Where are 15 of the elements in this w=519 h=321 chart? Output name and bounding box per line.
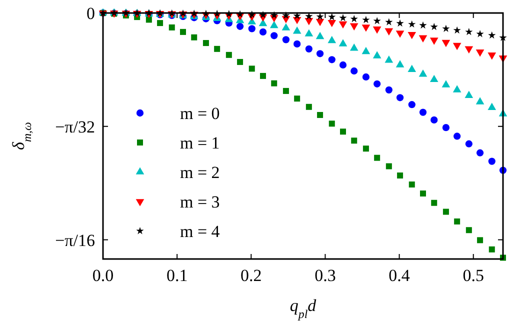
x-axis-title: q$_{pl}$d [290,296,317,321]
x-tick-label: 0.4 [388,266,410,285]
y-tick-label: −π/32 [55,117,95,136]
x-tick-label: 0.3 [314,266,336,285]
x-tick-label: 0.5 [462,266,484,285]
legend-label: m = 4 [180,222,220,241]
legend-label: m = 2 [180,163,220,182]
y-tick-label: 0 [86,4,95,23]
legend-label: m = 1 [180,134,220,152]
x-tick-label: 0.0 [92,266,114,285]
x-tick-label: 0.2 [240,266,262,285]
x-tick-label: 0.1 [166,266,188,285]
legend-label: m = 0 [180,104,220,123]
y-tick-label: −π/16 [55,230,95,250]
legend-label: m = 3 [180,192,220,212]
